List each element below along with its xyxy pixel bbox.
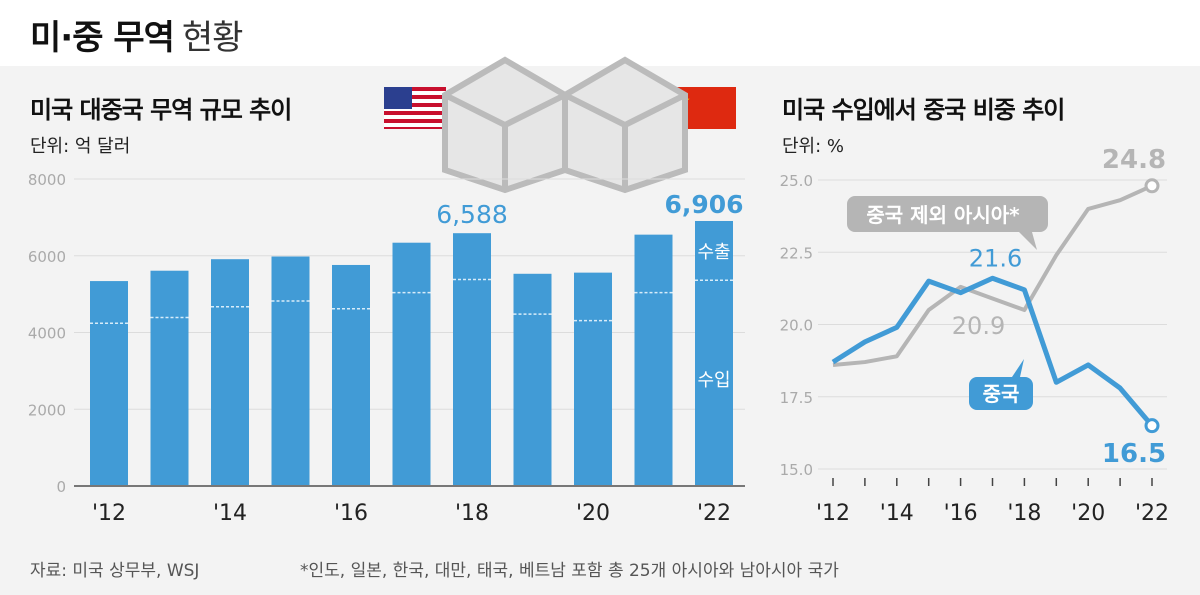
y-tick-label: 25.0 <box>780 172 813 190</box>
end-point-marker <box>1144 178 1160 194</box>
value-label-2018: 6,588 <box>436 200 508 229</box>
bar <box>634 234 673 486</box>
title-light: 현황 <box>181 18 244 58</box>
y-tick-label: 4000 <box>28 325 66 343</box>
value-label-china-peak: 21.6 <box>969 244 1022 272</box>
x-tick-label: '20 <box>576 501 610 526</box>
x-tick-label: '22 <box>697 501 731 526</box>
bar-chart: 0 2000 4000 6000 8000 '12 '14 '16 '18 '20 '22 6,588… <box>28 171 745 526</box>
bar <box>513 273 552 486</box>
bar <box>392 242 431 486</box>
bar <box>90 281 128 486</box>
x-tick-label: '16 <box>334 501 368 526</box>
value-label-asia-last: 24.8 <box>1102 145 1166 175</box>
page-title: 미·중 무역 현황 <box>30 10 244 59</box>
line-chart-unit: 단위: % <box>782 136 845 157</box>
bar <box>574 272 612 486</box>
x-tick-label: '18 <box>455 501 489 526</box>
line-chart-title: 미국 수입에서 중국 비중 추이 <box>782 96 1065 124</box>
y-tick-label: 15.0 <box>780 461 813 479</box>
y-tick-label: 20.0 <box>780 317 813 335</box>
x-tick-label: '12 <box>816 501 850 526</box>
x-tick-label: '12 <box>92 501 126 526</box>
asia-callout-bubble <box>847 196 1048 250</box>
footnote: *인도, 일본, 한국, 대만, 태국, 베트남 포함 총 25개 아시아와 남… <box>300 561 839 581</box>
illustration: ★ <box>384 56 736 194</box>
us-flag-icon <box>384 87 446 129</box>
bar <box>271 256 310 486</box>
x-tick-label: '22 <box>1135 501 1169 526</box>
line-chart: 15.0 17.5 20.0 22.5 25.0 '12 '14 '16 '18 '20 '22 21… <box>780 145 1169 526</box>
bar <box>695 220 733 487</box>
import-label: 수입 <box>697 370 730 391</box>
china-line <box>831 275 1154 428</box>
value-label-china-last: 16.5 <box>1102 439 1166 469</box>
bar <box>332 264 370 486</box>
bar <box>150 270 189 486</box>
bar-chart-title: 미국 대중국 무역 규모 추이 <box>30 96 292 124</box>
export-label: 수출 <box>697 242 730 263</box>
y-tick-label: 2000 <box>28 401 66 419</box>
china-callout-bubble <box>969 359 1033 410</box>
end-point-marker <box>1144 418 1160 434</box>
bar <box>211 259 249 486</box>
y-tick-label: 0 <box>56 478 66 496</box>
y-tick-label: 8000 <box>28 171 66 189</box>
y-tick-label: 6000 <box>28 248 66 266</box>
x-tick-label: '20 <box>1071 501 1105 526</box>
y-tick-label: 22.5 <box>780 244 813 262</box>
source-note: 자료: 미국 상무부, WSJ <box>30 561 200 581</box>
value-label-asia-mid: 20.9 <box>952 312 1005 340</box>
bar-chart-unit: 단위: 억 달러 <box>30 136 131 157</box>
asia-line <box>832 183 1153 367</box>
x-tick-label: '14 <box>213 501 247 526</box>
asia-legend-label: 중국 제외 아시아* <box>866 203 1020 227</box>
x-tick-label: '14 <box>880 501 914 526</box>
x-tick-label: '16 <box>944 501 978 526</box>
crate-icon <box>442 56 688 194</box>
title-bold: 미·중 무역 <box>30 18 175 58</box>
y-tick-label: 17.5 <box>780 389 813 407</box>
bar <box>453 233 491 486</box>
value-label-2022: 6,906 <box>664 190 743 219</box>
china-legend-label: 중국 <box>983 382 1020 406</box>
x-tick-label: '18 <box>1007 501 1041 526</box>
